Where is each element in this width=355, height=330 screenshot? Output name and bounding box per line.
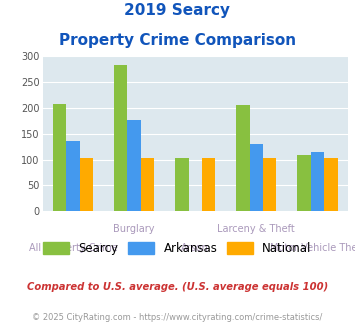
- Bar: [141, 158, 154, 211]
- Text: All Property Crime: All Property Crime: [29, 243, 118, 252]
- Text: Burglary: Burglary: [114, 224, 155, 234]
- Bar: [263, 158, 277, 211]
- Bar: [80, 158, 93, 211]
- Text: Arson: Arson: [181, 243, 209, 252]
- Text: Motor Vehicle Theft: Motor Vehicle Theft: [270, 243, 355, 252]
- Bar: [297, 155, 311, 211]
- Text: © 2025 CityRating.com - https://www.cityrating.com/crime-statistics/: © 2025 CityRating.com - https://www.city…: [32, 314, 323, 322]
- Bar: [311, 152, 324, 211]
- Bar: [324, 158, 338, 211]
- Text: Compared to U.S. average. (U.S. average equals 100): Compared to U.S. average. (U.S. average …: [27, 282, 328, 292]
- Text: Larceny & Theft: Larceny & Theft: [217, 224, 295, 234]
- Bar: [202, 158, 215, 211]
- Bar: [127, 120, 141, 211]
- Legend: Searcy, Arkansas, National: Searcy, Arkansas, National: [39, 237, 316, 260]
- Bar: [250, 144, 263, 211]
- Text: 2019 Searcy: 2019 Searcy: [125, 3, 230, 18]
- Text: Property Crime Comparison: Property Crime Comparison: [59, 33, 296, 48]
- Bar: [114, 65, 127, 211]
- Bar: [175, 158, 189, 211]
- Bar: [66, 142, 80, 211]
- Bar: [53, 104, 66, 211]
- Bar: [236, 105, 250, 211]
